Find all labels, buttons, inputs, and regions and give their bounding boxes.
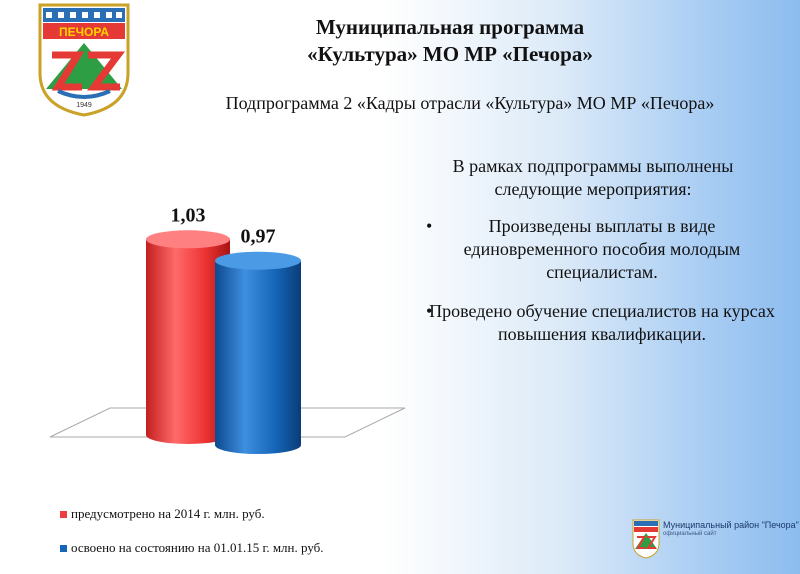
- activities-intro: В рамках подпрограммы выполнены следующи…: [452, 156, 734, 199]
- chart-legend: предусмотрено на 2014 г. млн. руб. освое…: [60, 506, 324, 574]
- title-line-2: «Культура» МО МР «Печора»: [307, 42, 593, 66]
- footer-subtitle: официальный сайт: [663, 531, 717, 537]
- list-item: • Произведены выплаты в виде единовремен…: [408, 215, 778, 284]
- svg-text:ПЕЧОРА: ПЕЧОРА: [59, 25, 109, 39]
- list-item: • Проведено обучение специалистов на кур…: [408, 300, 778, 346]
- bullet-icon: •: [426, 301, 433, 321]
- bullet-icon: •: [426, 216, 433, 236]
- page-subtitle: Подпрограмма 2 «Кадры отрасли «Культура»…: [225, 93, 715, 113]
- activities-list: • Произведены выплаты в виде единовремен…: [408, 215, 778, 346]
- legend-label: предусмотрено на 2014 г. млн. руб.: [71, 506, 265, 521]
- data-label: 1,03: [171, 204, 206, 226]
- page-title: Муниципальная программа «Культура» МО МР…: [170, 14, 730, 68]
- legend-item: предусмотрено на 2014 г. млн. руб.: [60, 506, 324, 522]
- legend-label: освоено на состоянию на 01.01.15 г. млн.…: [71, 540, 324, 555]
- bar-chart: 1,03 0,97: [49, 204, 406, 454]
- bar-planned: [146, 230, 230, 444]
- title-line-1: Муниципальная программа: [315, 15, 585, 39]
- footer-title: Муниципальный район "Печора": [663, 520, 799, 530]
- legend-item: освоено на состоянию на 01.01.15 г. млн.…: [60, 540, 324, 556]
- svg-text:1949: 1949: [76, 102, 92, 109]
- list-item-text: Проведено обучение специалистов на курса…: [429, 301, 775, 344]
- bar-spent: [215, 251, 301, 454]
- activities-block: В рамках подпрограммы выполнены следующи…: [408, 155, 778, 362]
- legend-swatch-blue: [60, 544, 67, 552]
- coat-of-arms-logo: ПЕЧОРА 1949: [38, 3, 130, 117]
- footer-emblem-icon: [632, 519, 660, 559]
- list-item-text: Произведены выплаты в виде единовременно…: [463, 216, 741, 282]
- data-label: 0,97: [241, 226, 276, 248]
- legend-swatch-red: [60, 510, 67, 518]
